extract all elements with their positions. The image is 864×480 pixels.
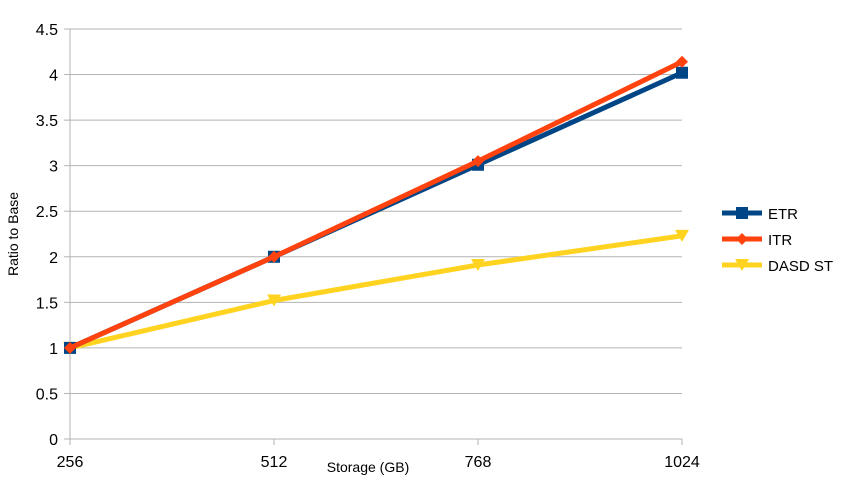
series-dasd-st	[63, 229, 689, 354]
series-group	[63, 55, 689, 354]
y-tick-label: 1	[49, 341, 58, 358]
legend-marker-etr	[736, 207, 748, 219]
series-itr	[64, 55, 688, 354]
legend-item-itr: ITR	[722, 232, 792, 249]
y-tick-label: 4	[49, 68, 58, 85]
x-tick-labels: 256 512 768 1024	[57, 454, 700, 471]
legend-item-etr: ETR	[722, 206, 798, 223]
data-point-dasd-st	[267, 294, 281, 307]
y-tick-label: 1.5	[36, 295, 58, 312]
axes	[69, 29, 683, 445]
y-tick-label: 3.5	[36, 113, 58, 130]
x-axis-title: Storage (GB)	[327, 459, 409, 475]
legend-label: ETR	[768, 206, 798, 223]
data-point-dasd-st	[675, 229, 689, 242]
y-tick-label: 2	[49, 250, 58, 267]
legend-item-dasd-st: DASD ST	[722, 258, 833, 275]
x-tick-label: 256	[57, 454, 84, 471]
legend-label: ITR	[768, 232, 792, 249]
legend-marker-itr	[736, 233, 748, 245]
y-tick-label: 2.5	[36, 204, 58, 221]
data-point-itr	[472, 155, 484, 168]
y-tick-labels: 0 0.5 1 1.5 2 2.5 3 3.5 4 4.5	[36, 22, 58, 449]
data-point-etr	[676, 66, 688, 79]
y-tick-label: 0	[49, 432, 58, 449]
data-point-itr	[64, 341, 76, 354]
y-axis-title: Ratio to Base	[5, 192, 21, 276]
gridlines	[64, 28, 682, 440]
legend-marker-dasd-st	[735, 259, 749, 271]
y-tick-label: 0.5	[36, 386, 58, 403]
y-tick-label: 4.5	[36, 22, 58, 39]
data-point-itr	[676, 55, 688, 68]
x-tick-label: 1024	[664, 454, 700, 471]
legend-label: DASD ST	[768, 258, 833, 275]
legend: ETR ITR DASD ST	[722, 206, 833, 275]
series-line-dasd-st	[69, 233, 683, 351]
x-tick-label: 512	[261, 454, 288, 471]
data-point-itr	[268, 250, 280, 263]
x-tick-label: 768	[465, 454, 492, 471]
series-line-itr	[68, 59, 684, 351]
data-point-dasd-st	[471, 258, 485, 271]
y-tick-label: 3	[49, 159, 58, 176]
